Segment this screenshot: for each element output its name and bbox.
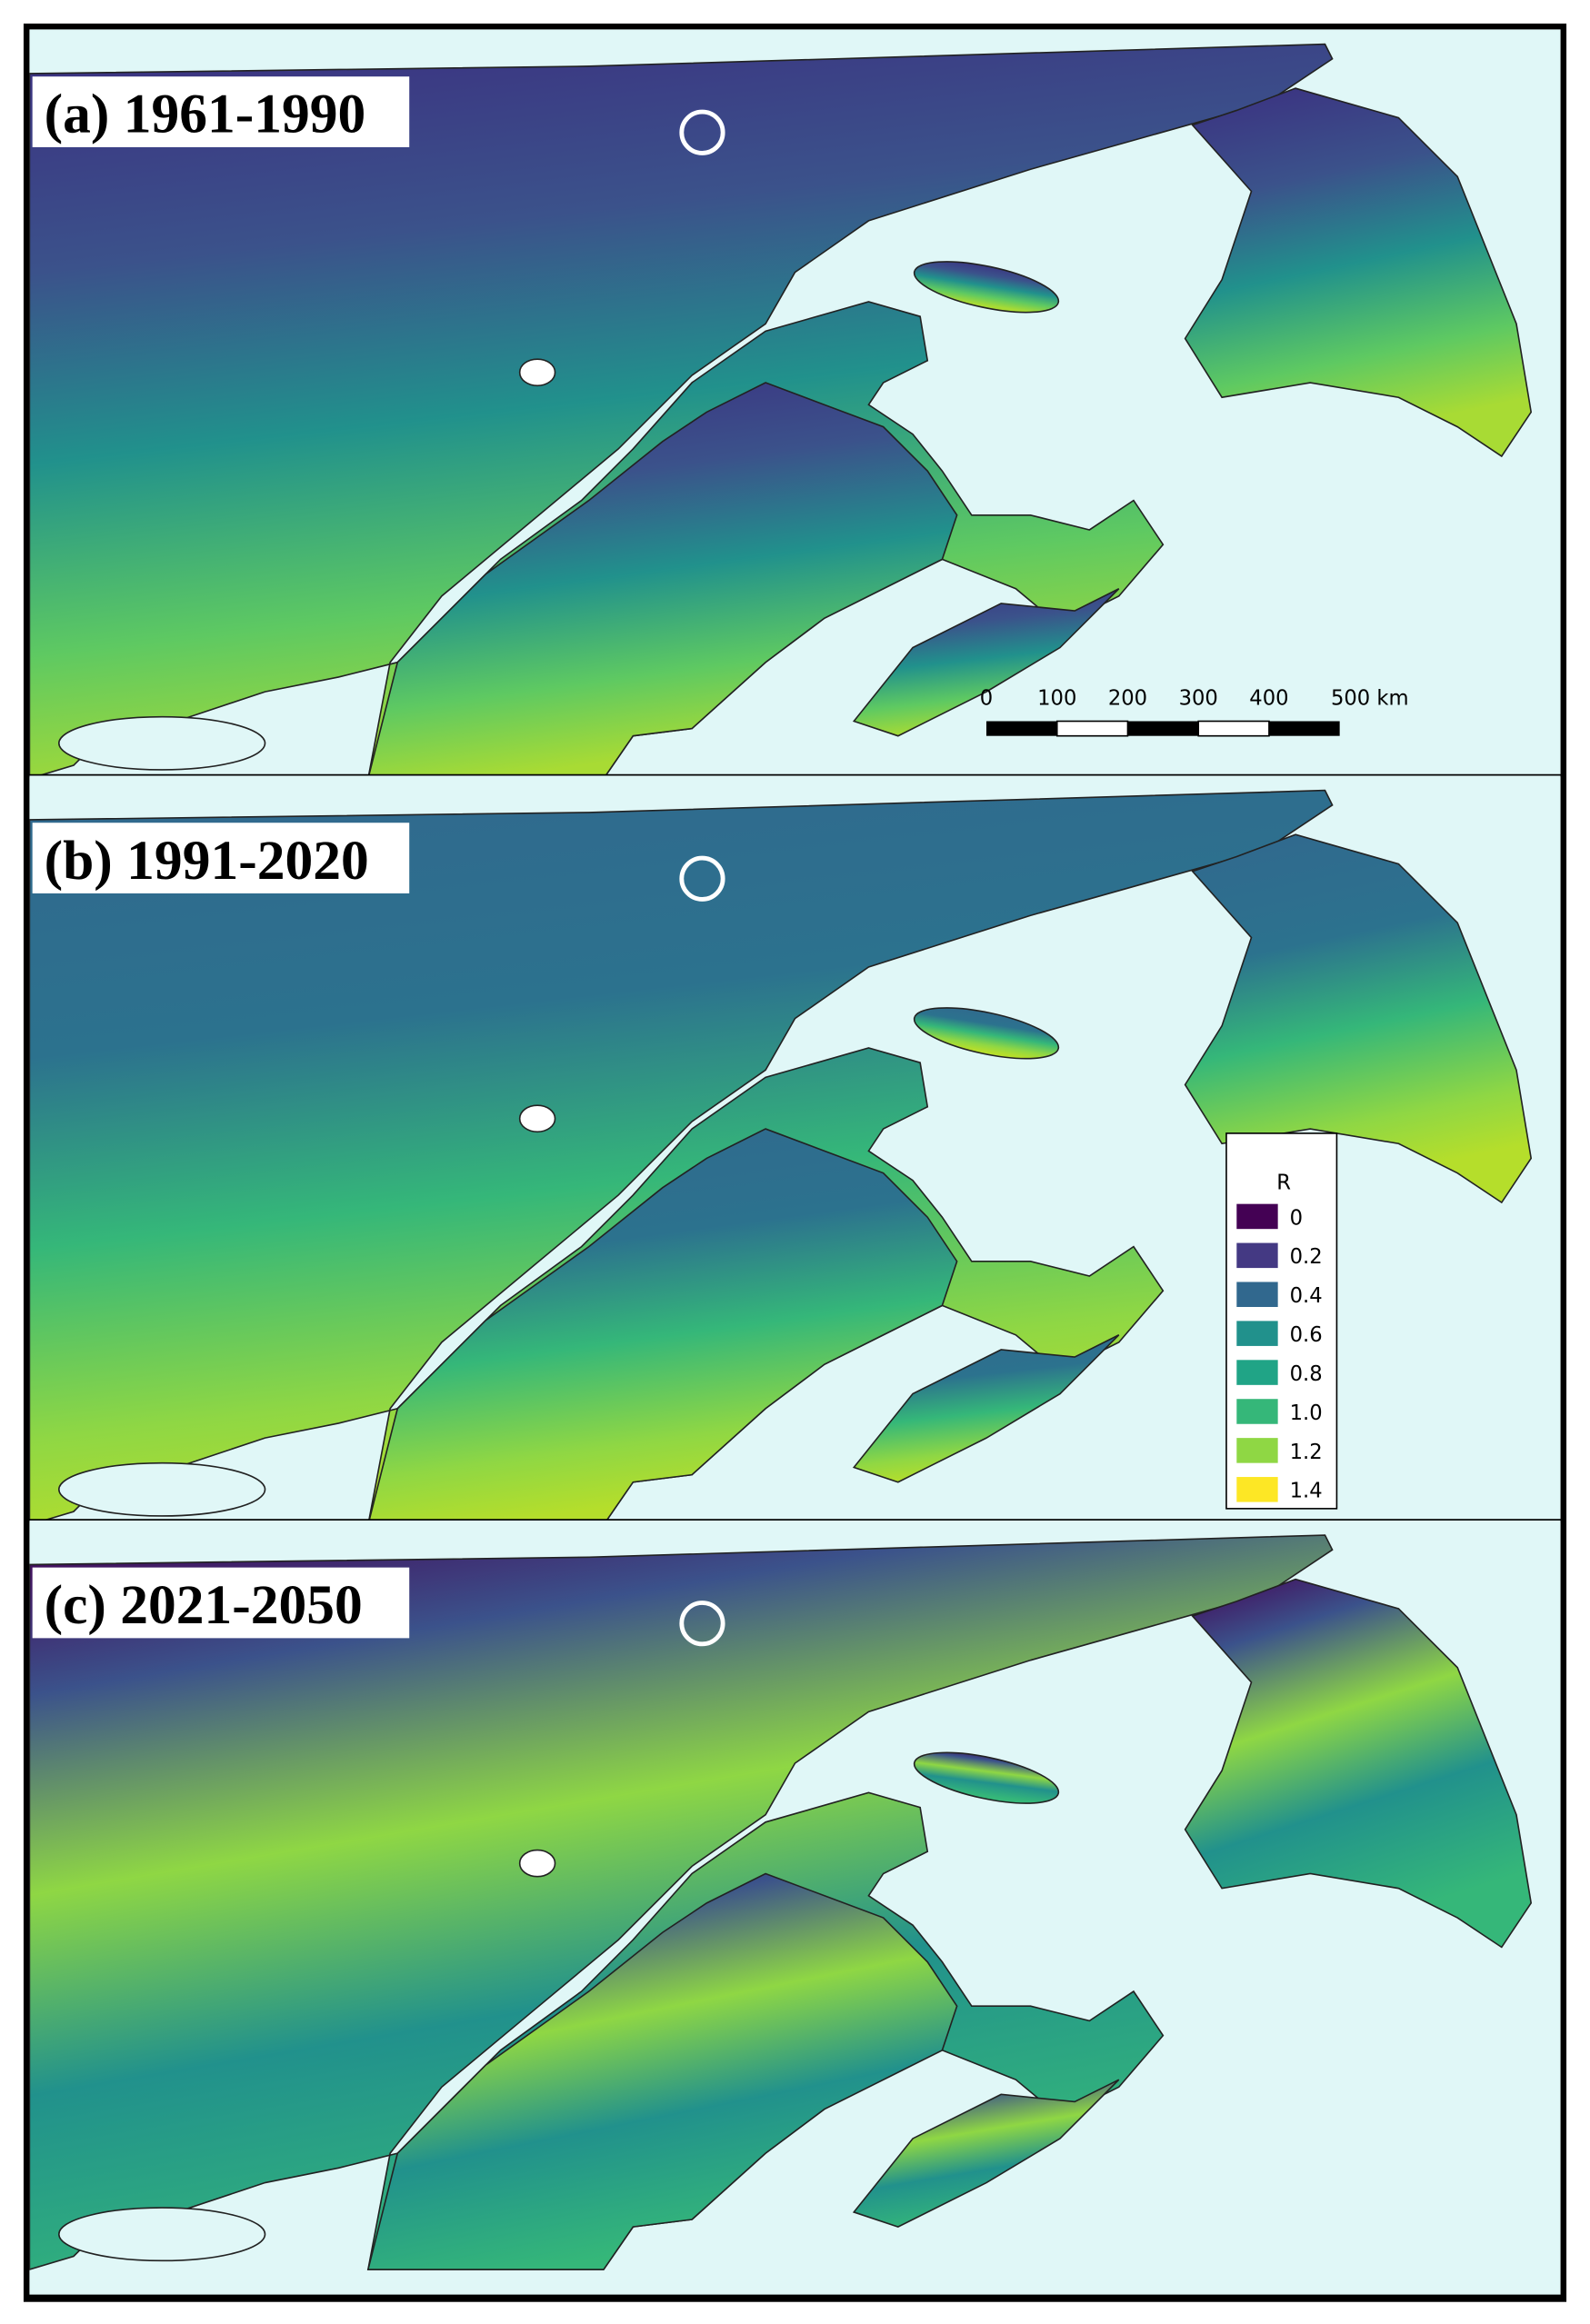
scale-label: 200 [1108, 687, 1147, 711]
legend-label: 1.0 [1290, 1401, 1323, 1425]
legend-swatch [1236, 1360, 1278, 1385]
frame [23, 23, 1567, 2302]
panel-title-box [32, 76, 410, 147]
scale-label: 500 km [1331, 687, 1409, 711]
lake [518, 358, 556, 387]
lake [518, 1104, 556, 1133]
scale-segment [1197, 720, 1270, 737]
legend-label: 0.6 [1290, 1323, 1323, 1347]
legend-swatch [1236, 1321, 1278, 1346]
legend-swatch [1236, 1203, 1278, 1230]
legend-swatch [1236, 1282, 1278, 1308]
legend-swatch [1236, 1438, 1278, 1463]
lake [58, 715, 266, 771]
panel-title: (c) 2021-2050 [45, 1574, 363, 1636]
lake [518, 1849, 556, 1878]
lake [58, 1461, 266, 1517]
map-panel: (a) 1961-1990 [26, 29, 1564, 778]
map-panel: (c) 2021-2050 [26, 1520, 1564, 2298]
scale-label: 100 [1037, 687, 1076, 711]
crater [679, 109, 725, 155]
scale-bar: 0 100 200 300 400 500 km [980, 687, 1409, 737]
lake [58, 2207, 266, 2262]
legend-label: 0.4 [1290, 1284, 1323, 1308]
scale-label: 400 [1249, 687, 1288, 711]
scale-label: 0 [980, 687, 993, 711]
legend: R 0 0.2 0.4 0.6 0.8 1.0 1.2 1.4 [1225, 1132, 1338, 1510]
crater [679, 1601, 725, 1647]
legend-label: 1.2 [1290, 1441, 1323, 1464]
scale-segment [1055, 720, 1129, 737]
scale-segment [1127, 721, 1199, 736]
legend-label: 0.8 [1290, 1362, 1323, 1386]
legend-label: 0 [1290, 1206, 1303, 1230]
scale-segment [1268, 721, 1340, 736]
panel-title-box [32, 1567, 410, 1639]
legend-title: R [1276, 1171, 1291, 1194]
legend-label: 1.4 [1290, 1480, 1323, 1503]
scale-label: 300 [1179, 687, 1218, 711]
legend-swatch [1236, 1477, 1278, 1502]
map [29, 1520, 1561, 2297]
legend-swatch [1236, 1242, 1278, 1269]
map [29, 29, 1561, 776]
panel-title: (a) 1961-1990 [45, 84, 366, 145]
legend-swatch [1236, 1399, 1278, 1424]
crater [679, 855, 725, 902]
legend-label: 0.2 [1290, 1245, 1323, 1269]
panel-title-box [32, 823, 410, 893]
scale-segment [986, 721, 1057, 736]
panel-title: (b) 1991-2020 [45, 830, 369, 892]
